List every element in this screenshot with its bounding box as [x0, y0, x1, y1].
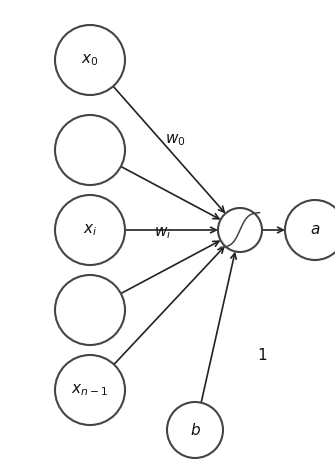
Circle shape: [55, 25, 125, 95]
Text: $w_i$: $w_i$: [154, 225, 172, 241]
Circle shape: [55, 355, 125, 425]
FancyArrowPatch shape: [121, 241, 219, 294]
Text: $b$: $b$: [190, 422, 200, 438]
Circle shape: [55, 275, 125, 345]
FancyArrowPatch shape: [262, 227, 283, 233]
Circle shape: [167, 402, 223, 458]
Text: $x_i$: $x_i$: [83, 222, 97, 238]
FancyArrowPatch shape: [125, 227, 216, 233]
FancyArrowPatch shape: [113, 86, 224, 212]
Circle shape: [285, 200, 335, 260]
Text: $x_0$: $x_0$: [81, 52, 99, 68]
Text: $w_0$: $w_0$: [165, 132, 185, 148]
Circle shape: [55, 195, 125, 265]
Text: $x_{n-1}$: $x_{n-1}$: [71, 382, 109, 398]
FancyArrowPatch shape: [121, 166, 219, 219]
Text: $a$: $a$: [310, 222, 320, 238]
Text: 1: 1: [257, 348, 267, 362]
Circle shape: [55, 115, 125, 185]
Circle shape: [218, 208, 262, 252]
FancyArrowPatch shape: [114, 247, 224, 364]
FancyArrowPatch shape: [201, 253, 236, 403]
